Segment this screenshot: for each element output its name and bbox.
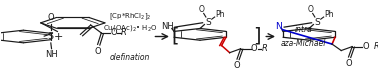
Text: [Cp*RhCl$_2$]$_2$: [Cp*RhCl$_2$]$_2$ [109, 12, 152, 22]
Text: Ph: Ph [324, 10, 333, 19]
Text: S: S [48, 32, 54, 41]
Text: NH: NH [161, 22, 174, 31]
Text: S: S [314, 18, 320, 26]
Text: intra: intra [295, 25, 313, 34]
Text: O: O [94, 47, 101, 56]
Text: R: R [262, 44, 268, 53]
Text: NH: NH [45, 50, 58, 59]
Text: aza-Michael: aza-Michael [281, 39, 326, 48]
Text: O: O [363, 42, 369, 51]
Text: [: [ [172, 27, 179, 46]
Text: O: O [345, 59, 352, 68]
Text: +: + [54, 32, 63, 41]
Text: R: R [121, 28, 127, 37]
Text: O: O [48, 13, 54, 22]
Text: S: S [205, 18, 211, 26]
Text: O: O [110, 28, 117, 37]
Text: O: O [234, 61, 240, 70]
Text: O: O [308, 5, 313, 14]
Text: N: N [275, 22, 282, 31]
Text: Cu(OAc)$_2$• H$_2$O: Cu(OAc)$_2$• H$_2$O [103, 23, 158, 33]
Text: R: R [373, 42, 378, 51]
Text: O: O [251, 44, 257, 53]
Text: O: O [198, 5, 204, 14]
Text: ]: ] [253, 27, 260, 46]
Text: Ph: Ph [215, 10, 225, 19]
Text: olefination: olefination [109, 54, 150, 62]
